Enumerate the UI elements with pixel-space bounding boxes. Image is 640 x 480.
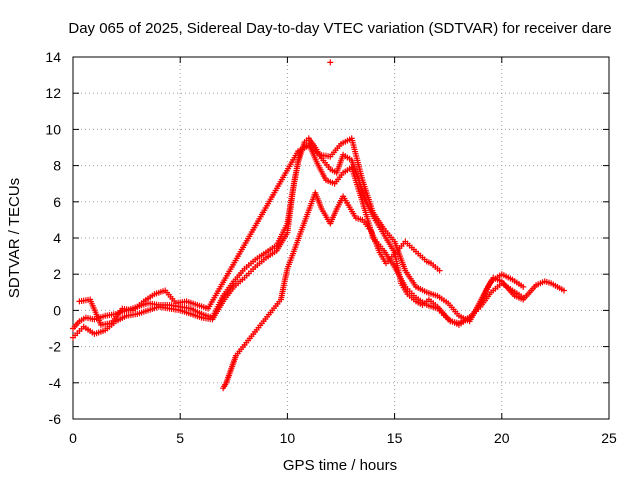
x-axis-label: GPS time / hours xyxy=(283,457,397,474)
y-tick-label: 6 xyxy=(53,194,61,210)
x-tick-label: 0 xyxy=(69,430,77,446)
x-tick-label: 10 xyxy=(280,430,296,446)
grid-lines xyxy=(73,57,609,419)
y-tick-label: -4 xyxy=(49,375,62,391)
y-tick-label: 10 xyxy=(45,121,61,137)
y-tick-label: 4 xyxy=(53,230,61,246)
y-tick-label: 14 xyxy=(45,49,61,65)
x-tick-label: 5 xyxy=(176,430,184,446)
data-point xyxy=(520,294,527,301)
y-tick-label: 8 xyxy=(53,158,61,174)
y-tick-label: 0 xyxy=(53,302,61,318)
x-tick-label: 15 xyxy=(387,430,403,446)
series-3 xyxy=(220,189,443,392)
data-point xyxy=(436,267,443,274)
axis-ticks: 0 5 10 15 20 25 -6 -4 -2 0 2 4 6 8 10 12 14 xyxy=(45,49,617,446)
chart-title: Day 065 of 2025, Sidereal Day-to-day VTE… xyxy=(68,20,611,37)
y-axis-label: SDTVAR / TECUs xyxy=(6,178,23,298)
data-points xyxy=(70,59,567,392)
data-point xyxy=(520,283,527,290)
y-tick-label: 2 xyxy=(53,266,61,282)
y-tick-label: -6 xyxy=(49,411,62,427)
series-4 xyxy=(327,59,334,66)
x-tick-label: 25 xyxy=(601,430,617,446)
data-point xyxy=(327,59,334,66)
series-2 xyxy=(76,135,527,328)
y-tick-label: -2 xyxy=(49,339,62,355)
x-tick-label: 20 xyxy=(494,430,510,446)
data-point xyxy=(561,287,567,294)
y-tick-label: 12 xyxy=(45,85,61,101)
